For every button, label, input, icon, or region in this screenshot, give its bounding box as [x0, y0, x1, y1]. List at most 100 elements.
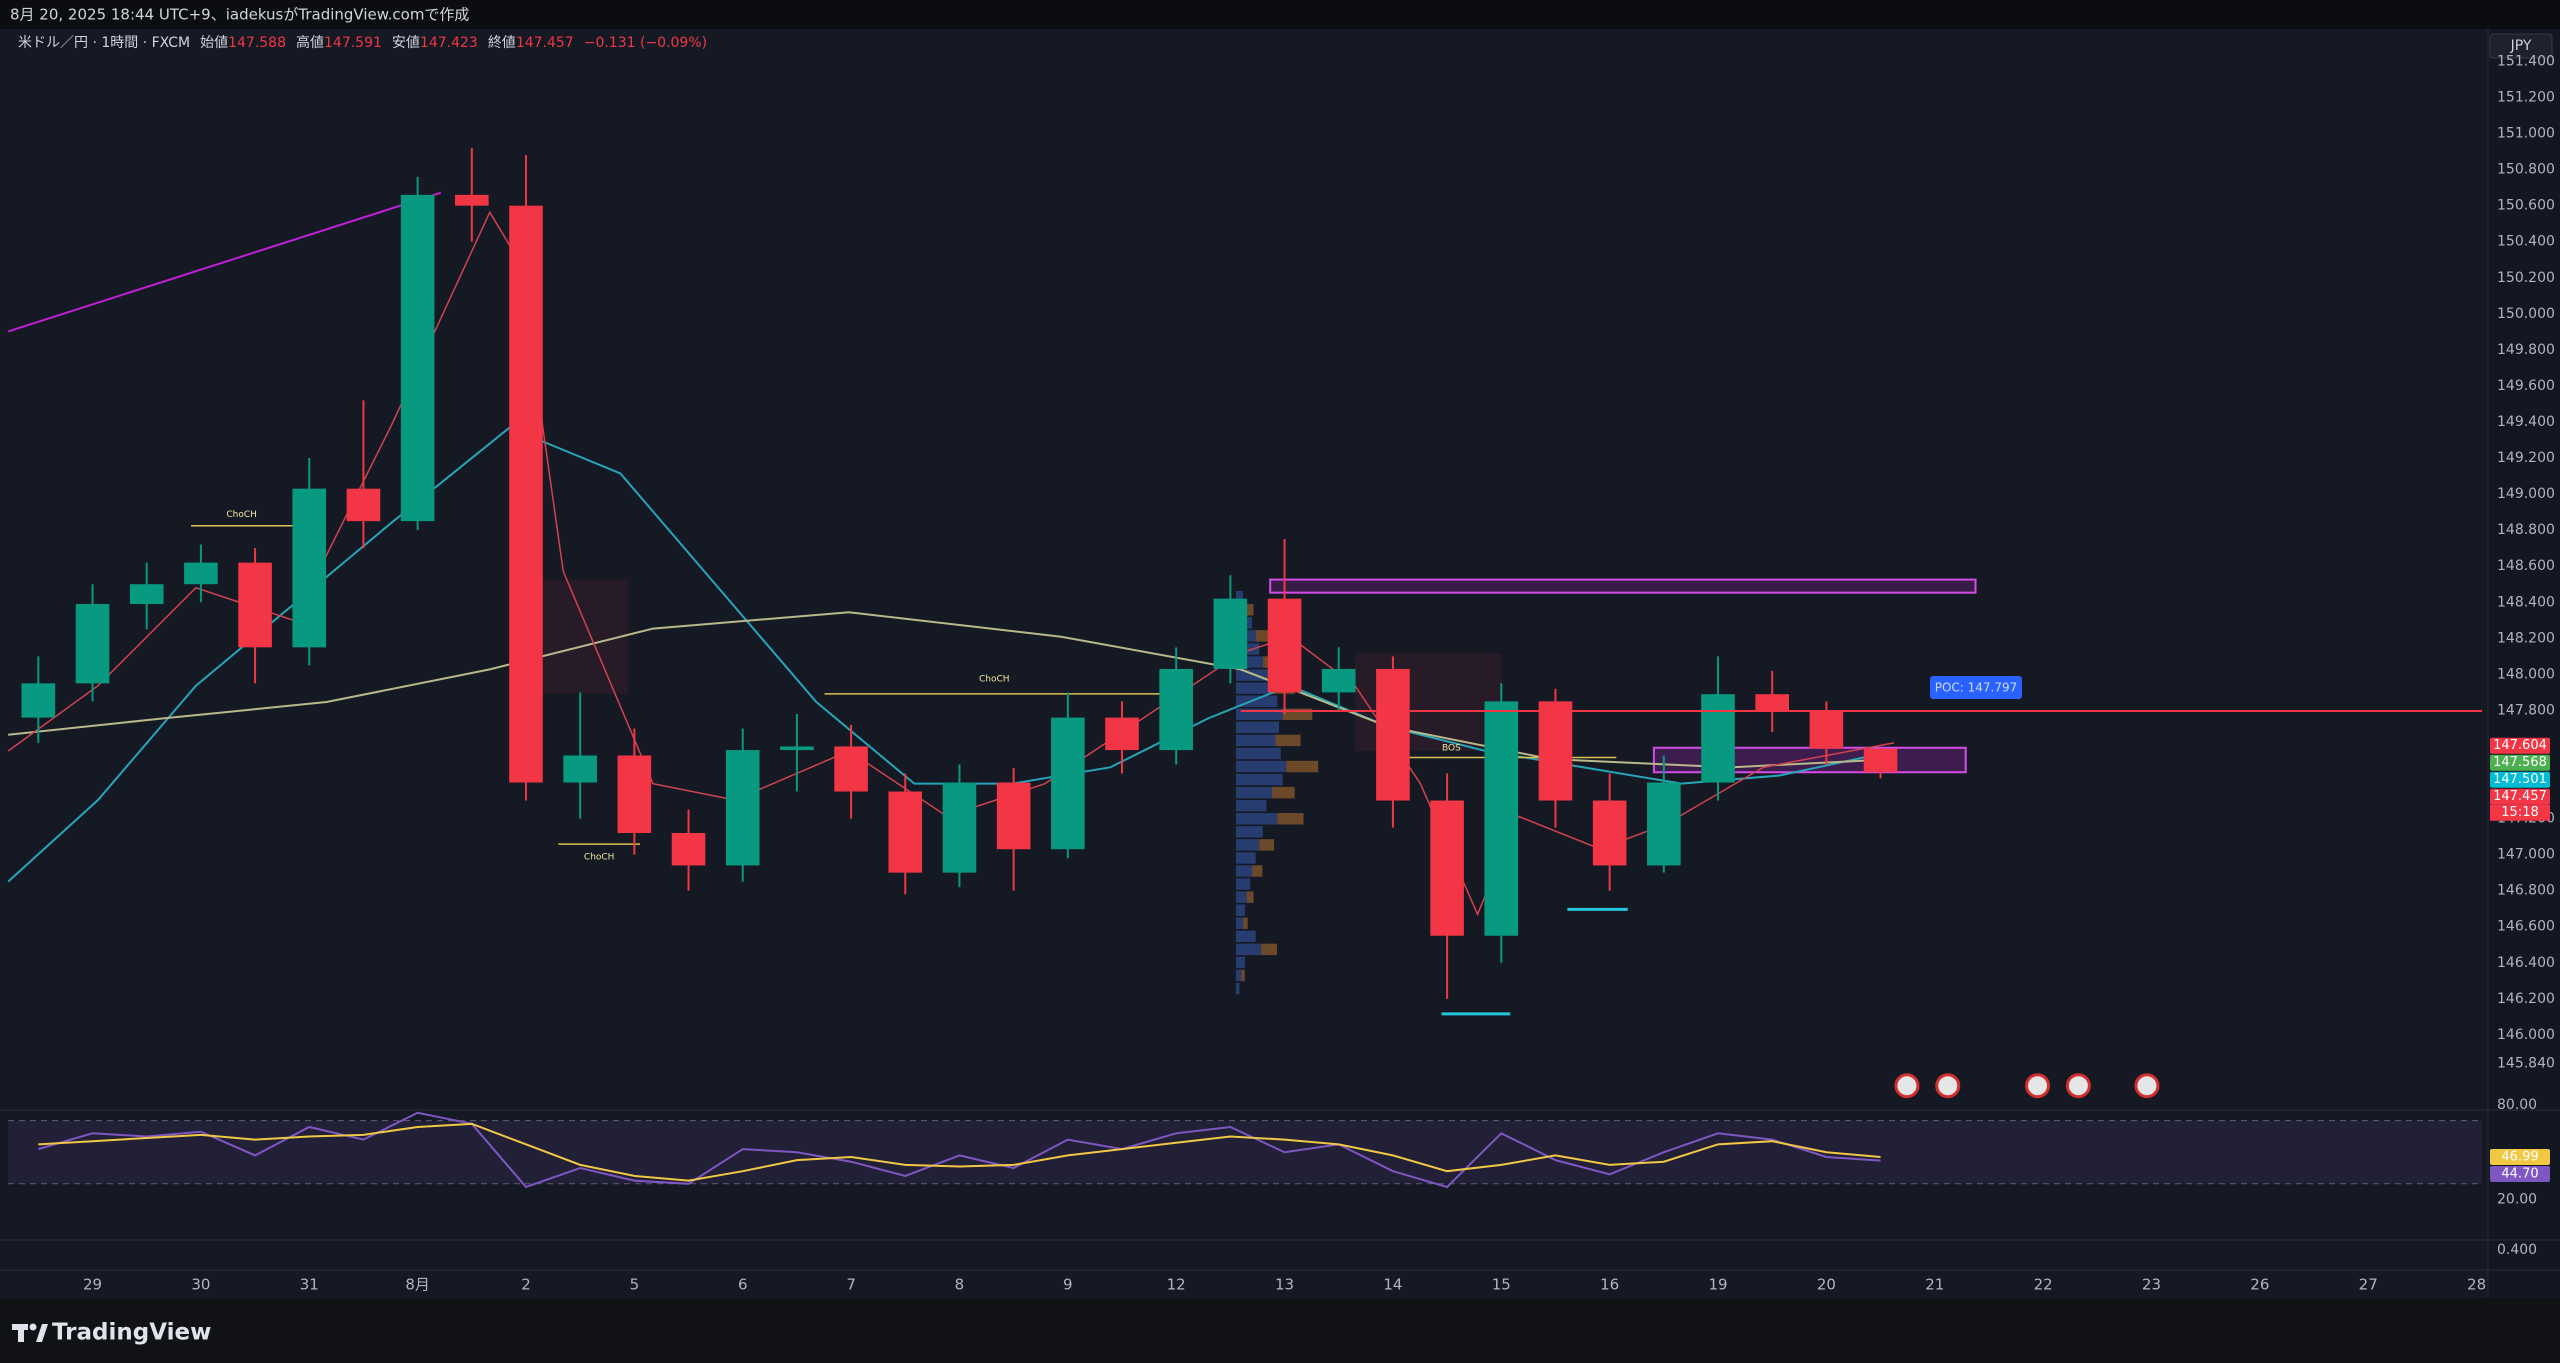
price-tag	[2490, 771, 2550, 788]
y-tick-label: 146.200	[2497, 991, 2555, 1007]
event-icon	[2025, 1073, 2051, 1099]
zone-box	[1269, 578, 1977, 594]
y-tick-label: 151.200	[2497, 90, 2555, 106]
volume-profile-bar	[1241, 969, 1245, 982]
y-tick-label: 148.800	[2497, 522, 2555, 538]
x-tick-label: 8月	[405, 1276, 430, 1294]
candle-body	[1809, 710, 1844, 749]
y-tick-label: 146.400	[2497, 955, 2555, 971]
y-tick-label: 20.00	[2497, 1192, 2537, 1208]
volume-profile-bar	[1235, 708, 1283, 720]
volume-profile-bar	[1235, 721, 1280, 734]
y-tick-label: 151.000	[2497, 126, 2555, 142]
price-tag	[2490, 788, 2550, 805]
candle-body	[21, 683, 56, 718]
candle-body	[563, 755, 597, 783]
annotation: ChoCH	[226, 510, 257, 520]
candle-body	[834, 746, 868, 792]
ohlc-value: 147.423	[420, 35, 478, 51]
candle-body	[1105, 717, 1139, 751]
candle-body	[346, 488, 381, 522]
price-tag-label: 147.568	[2493, 755, 2547, 770]
candle-body	[1267, 598, 1302, 693]
y-tick-label: 149.200	[2497, 450, 2555, 466]
volume-profile-bar	[1235, 865, 1253, 877]
event-icon	[2065, 1073, 2091, 1099]
candle-body	[1430, 800, 1464, 936]
price-tag-label: 44.70	[2501, 1166, 2538, 1181]
price-tag	[2490, 737, 2550, 754]
candle-body	[1592, 800, 1627, 866]
x-tick-label: 15	[1492, 1276, 1511, 1294]
countdown-tag	[2490, 804, 2550, 821]
candle-body	[1376, 668, 1410, 801]
logo-text: TradingView	[52, 1320, 211, 1346]
volume-profile-bar	[1235, 734, 1276, 747]
annotation: ChoCH	[584, 853, 615, 863]
candle-body	[184, 562, 218, 585]
volume-profile-bar	[1235, 773, 1283, 786]
ohlc-label: 終値	[488, 35, 516, 51]
volume-profile-bar	[1246, 891, 1254, 903]
poc-tag	[1930, 676, 2022, 699]
annotation: BOS	[1442, 743, 1461, 753]
volume-profile-bar	[1277, 813, 1304, 825]
ohlc-value: 147.588	[228, 35, 286, 51]
x-tick-label: 28	[2467, 1276, 2486, 1294]
volume-profile-bar	[1235, 904, 1245, 916]
top-bar	[0, 0, 2560, 29]
volume-profile-bar	[1235, 682, 1272, 694]
price-tag-label: 46.99	[2501, 1149, 2538, 1164]
volume-profile-bar	[1286, 760, 1319, 773]
series-line	[38, 1122, 1881, 1182]
x-tick-label: 20	[1817, 1276, 1836, 1294]
x-tick-label: 9	[1063, 1276, 1073, 1294]
candle-body	[129, 584, 164, 605]
x-tick-label: 29	[83, 1276, 102, 1294]
bottom-bar	[0, 1298, 2560, 1363]
volume-profile-bar	[1235, 643, 1260, 655]
candle-body	[617, 755, 652, 833]
y-tick-label: 147.800	[2497, 702, 2555, 718]
volume-profile-bar	[1255, 630, 1269, 642]
logo-part	[29, 1323, 37, 1331]
y-tick-label: 148.400	[2497, 594, 2555, 610]
y-tick-label: 148.200	[2497, 630, 2555, 646]
volume-profile-bar	[1235, 760, 1287, 773]
ohlc-label: 始値	[200, 35, 228, 51]
candle-body	[1051, 717, 1085, 850]
event-icon	[1894, 1073, 1920, 1099]
volume-profile-bar	[1235, 826, 1263, 838]
y-tick-label: 80.00	[2497, 1097, 2537, 1113]
currency-button[interactable]	[2489, 33, 2553, 59]
x-tick-label: 6	[738, 1276, 748, 1294]
x-tick-label: 22	[2034, 1276, 2053, 1294]
moving-average	[7, 210, 1895, 917]
ohlc-label: 高値	[296, 34, 324, 51]
candle-body	[725, 750, 760, 866]
ohlc-value: 147.457	[516, 35, 574, 51]
y-tick-label: 150.200	[2497, 270, 2555, 286]
x-tick-label: 14	[1383, 1276, 1402, 1294]
x-tick-label: 27	[2359, 1276, 2378, 1294]
volume-profile-bar	[1243, 917, 1248, 929]
volume-profile-bar	[1235, 813, 1278, 825]
volume-profile-bar	[1235, 930, 1256, 943]
band-fill	[8, 1120, 2482, 1184]
candle-body	[1701, 694, 1735, 783]
price-axis	[2488, 29, 2560, 1298]
volume-profile-bar	[1261, 943, 1278, 956]
logo-part	[18, 1324, 24, 1342]
price-tag-label: 147.604	[2493, 738, 2547, 753]
y-tick-label: 150.600	[2497, 198, 2555, 214]
x-tick-label: 12	[1167, 1276, 1186, 1294]
volume-profile-bar	[1235, 747, 1281, 760]
volume-profile-bar	[1235, 878, 1251, 890]
y-tick-label: 149.600	[2497, 378, 2555, 394]
candle-body	[292, 488, 327, 648]
candle-body	[1647, 782, 1681, 866]
x-tick-label: 8	[955, 1276, 965, 1294]
x-tick-label: 23	[2142, 1276, 2161, 1294]
